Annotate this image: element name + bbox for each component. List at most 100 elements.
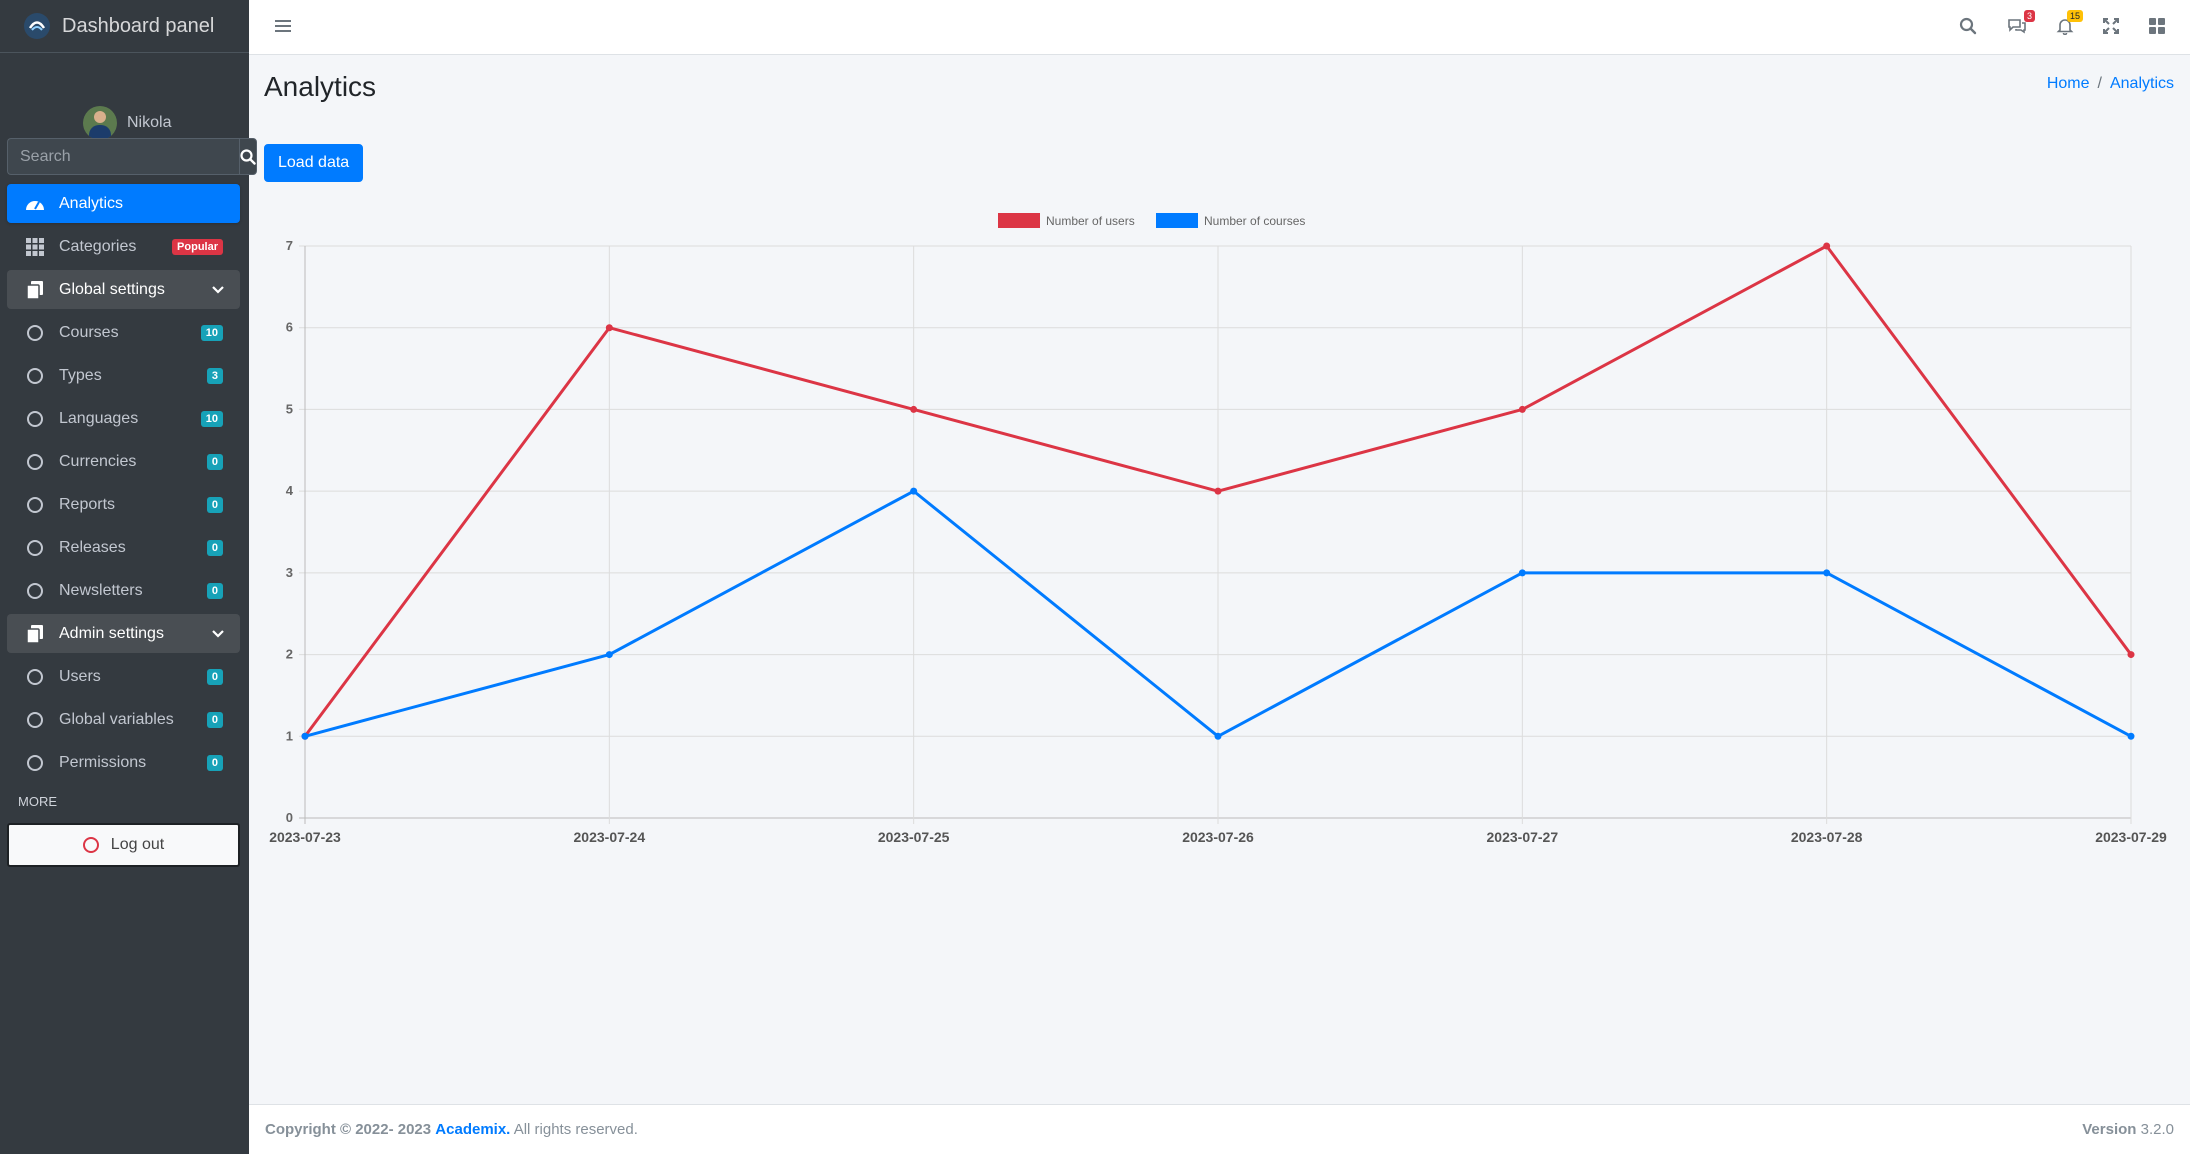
- navbar-search-button[interactable]: [1956, 14, 1980, 38]
- data-point: [605, 324, 613, 332]
- y-tick-label: 6: [286, 320, 293, 335]
- breadcrumb: Home / Analytics: [2047, 75, 2174, 93]
- version-label: Version: [2082, 1121, 2137, 1138]
- expand-icon: [2103, 18, 2119, 34]
- sidebar-item-permissions[interactable]: Permissions 0: [7, 743, 240, 782]
- x-tick-label: 2023-07-25: [878, 829, 950, 845]
- control-sidebar-button[interactable]: [2145, 14, 2169, 38]
- breadcrumb-home-link[interactable]: Home: [2046, 75, 2090, 92]
- data-point: [910, 487, 918, 495]
- circle-icon: [25, 538, 45, 558]
- sidebar-item-global-settings[interactable]: Global settings: [7, 270, 240, 309]
- footer-version: Version 3.2.0: [2082, 1121, 2174, 1138]
- legend-swatch: [1156, 213, 1198, 228]
- sidebar-item-reports[interactable]: Reports 0: [7, 485, 240, 524]
- copy-icon: [25, 624, 45, 644]
- circle-icon: [25, 581, 45, 601]
- rights-text: All rights reserved.: [513, 1121, 638, 1138]
- count-badge: 3: [206, 367, 223, 384]
- brand[interactable]: Dashboard panel: [0, 0, 249, 53]
- version-number: 3.2.0: [2140, 1121, 2174, 1138]
- footer-brand-link[interactable]: Academix.: [435, 1121, 511, 1138]
- sidebar-item-label: Courses: [59, 323, 119, 341]
- sidebar-item-label: Types: [59, 366, 102, 384]
- circle-icon: [25, 452, 45, 472]
- sidebar-item-admin-settings[interactable]: Admin settings: [7, 614, 240, 653]
- x-tick-label: 2023-07-24: [574, 829, 646, 845]
- sidebar-item-label: Currencies: [59, 452, 137, 470]
- sidebar-item-types[interactable]: Types 3: [7, 356, 240, 395]
- sidebar-item-label: Analytics: [59, 194, 124, 212]
- y-tick-label: 2: [286, 647, 293, 662]
- sidebar-item-label: Languages: [59, 409, 139, 427]
- x-tick-label: 2023-07-28: [1791, 829, 1863, 845]
- y-tick-label: 7: [286, 238, 293, 253]
- search-input[interactable]: [7, 138, 239, 175]
- gauge-icon: [25, 194, 45, 214]
- messages-button[interactable]: 3: [2005, 10, 2035, 38]
- sidebar-item-label: Global variables: [59, 710, 174, 728]
- data-point: [1518, 405, 1526, 413]
- y-tick-label: 0: [286, 810, 293, 825]
- breadcrumb-separator: /: [2097, 75, 2102, 92]
- x-tick-label: 2023-07-27: [1487, 829, 1559, 845]
- count-badge: 10: [200, 410, 223, 427]
- content-wrapper: Analytics Home / Analytics Load data 0 1 2…: [249, 55, 2190, 1104]
- sidebar-search: [7, 138, 257, 175]
- user-panel: Nikola: [0, 53, 249, 176]
- sidebar-item-users[interactable]: Users 0: [7, 657, 240, 696]
- sidebar-item-newsletters[interactable]: Newsletters 0: [7, 571, 240, 610]
- grid-icon: [25, 237, 45, 257]
- chevron-down-icon: [212, 625, 224, 643]
- data-point: [301, 732, 309, 740]
- copyright-text: Copyright © 2022- 2023: [265, 1121, 432, 1138]
- x-tick-label: 2023-07-26: [1182, 829, 1254, 845]
- sidebar-item-global-variables[interactable]: Global variables 0: [7, 700, 240, 739]
- sidebar-item-analytics[interactable]: Analytics: [7, 184, 240, 223]
- sidebar-item-languages[interactable]: Languages 10: [7, 399, 240, 438]
- count-badge: 0: [206, 539, 223, 556]
- sidebar-item-label: Users: [59, 667, 101, 685]
- search-icon: [1959, 17, 1977, 35]
- breadcrumb-current[interactable]: Analytics: [2109, 75, 2174, 92]
- y-tick-label: 3: [286, 565, 293, 580]
- notifications-button[interactable]: 15: [2053, 10, 2083, 38]
- top-navbar: 3 15: [249, 0, 2190, 55]
- circle-icon: [25, 323, 45, 343]
- circle-icon: [25, 667, 45, 687]
- y-tick-label: 5: [286, 401, 293, 416]
- fullscreen-button[interactable]: [2099, 14, 2123, 38]
- count-badge: 0: [206, 754, 223, 771]
- search-icon: [240, 148, 256, 165]
- menu-toggle-button[interactable]: [271, 14, 295, 38]
- legend-label: Number of courses: [1204, 214, 1305, 228]
- sidebar-item-releases[interactable]: Releases 0: [7, 528, 240, 567]
- count-badge: 0: [206, 453, 223, 470]
- sidebar-item-currencies[interactable]: Currencies 0: [7, 442, 240, 481]
- sidebar-item-label: Permissions: [59, 753, 147, 771]
- count-badge: 0: [206, 711, 223, 728]
- copy-icon: [25, 280, 45, 300]
- avatar[interactable]: [83, 106, 117, 140]
- circle-icon: [25, 753, 45, 773]
- logout-label: Log out: [110, 836, 165, 853]
- count-badge: 0: [206, 582, 223, 599]
- brand-text: Dashboard panel: [62, 14, 215, 37]
- logout-button[interactable]: Log out: [7, 823, 240, 867]
- load-data-button[interactable]: Load data: [264, 144, 364, 182]
- sidebar-item-courses[interactable]: Courses 10: [7, 313, 240, 352]
- sidebar-item-label: Releases: [59, 538, 126, 556]
- x-tick-label: 2023-07-23: [269, 829, 341, 845]
- y-tick-label: 4: [286, 483, 294, 498]
- hamburger-icon: [275, 20, 291, 32]
- user-name[interactable]: Nikola: [127, 114, 172, 131]
- circle-icon: [25, 409, 45, 429]
- count-badge: 0: [206, 496, 223, 513]
- notifications-badge: 15: [2066, 10, 2083, 22]
- sidebar-item-categories[interactable]: Categories Popular: [7, 227, 240, 266]
- data-point: [1214, 732, 1222, 740]
- messages-badge: 3: [2023, 10, 2035, 22]
- circle-icon: [25, 366, 45, 386]
- circle-icon: [25, 495, 45, 515]
- search-button[interactable]: [239, 138, 257, 175]
